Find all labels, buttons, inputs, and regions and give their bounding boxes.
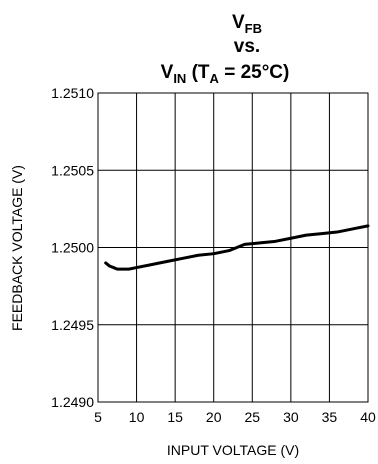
y-tick-label: 1.2495	[51, 317, 94, 333]
y-tick-label: 1.2510	[51, 85, 94, 101]
y-tick-label: 1.2500	[51, 240, 94, 256]
y-tick-label: 1.2490	[51, 394, 94, 410]
x-tick-label: 5	[94, 409, 102, 425]
series-line	[104, 224, 370, 271]
x-axis-label: INPUT VOLTAGE (V)	[167, 442, 299, 458]
x-tick-label: 30	[283, 409, 299, 425]
x-axis-ticks: 5 10 15 20 25 30 35 40	[94, 409, 376, 425]
title-line-3: VIN (TA = 25°C)	[161, 62, 290, 86]
chart-title: VFB vs. VIN (TA = 25°C)	[161, 12, 290, 86]
y-tick-label: 1.2505	[51, 162, 94, 178]
x-tick-label: 35	[322, 409, 338, 425]
y-axis-label: FEEDBACK VOLTAGE (V)	[9, 165, 25, 331]
title-line-1: VFB	[232, 12, 262, 36]
x-tick-label: 20	[206, 409, 222, 425]
x-tick-label: 40	[360, 409, 376, 425]
x-tick-label: 25	[244, 409, 260, 425]
x-tick-label: 15	[167, 409, 183, 425]
title-line-2: vs.	[234, 36, 260, 57]
x-grid	[136, 93, 330, 402]
series-layer	[104, 224, 370, 271]
x-tick-label: 10	[129, 409, 145, 425]
y-axis-ticks: 1.2490 1.2495 1.2500 1.2505 1.2510	[51, 85, 94, 410]
